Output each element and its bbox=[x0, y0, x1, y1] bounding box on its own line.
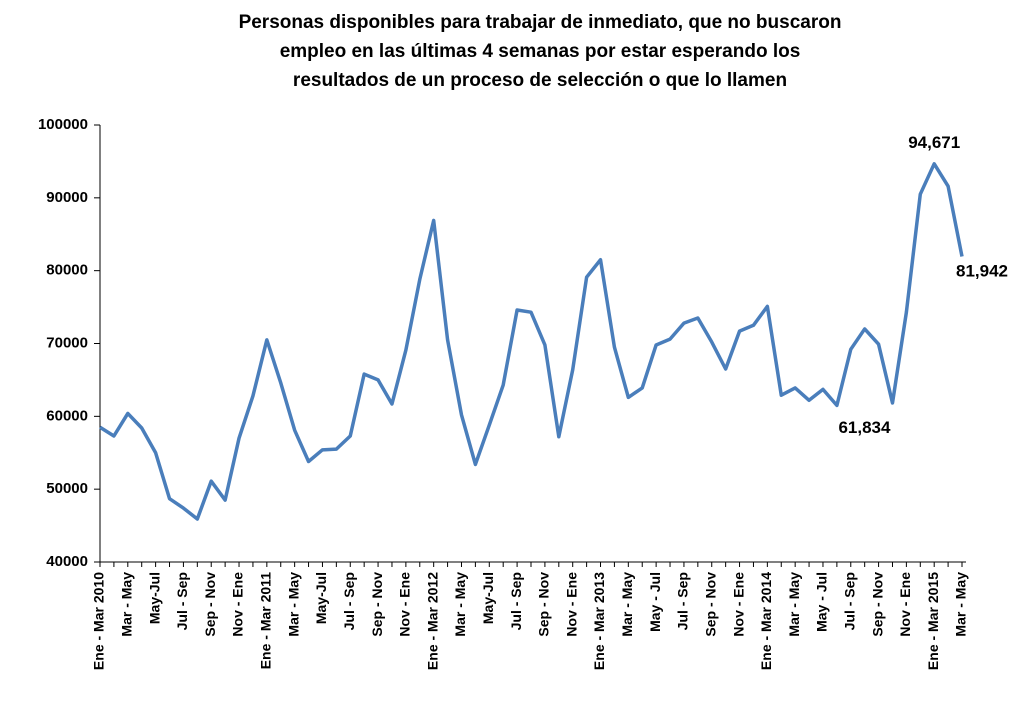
x-tick-label: Sep - Nov bbox=[369, 572, 385, 637]
chart-title-line: Personas disponibles para trabajar de in… bbox=[239, 12, 842, 33]
x-tick-label: Jul - Sep bbox=[341, 572, 357, 630]
y-tick-label: 90000 bbox=[46, 189, 88, 206]
x-tick-label: Ene - Mar 2012 bbox=[424, 572, 440, 670]
x-tick-label: Nov - Ene bbox=[230, 572, 246, 637]
x-tick-label: Nov - Ene bbox=[897, 572, 913, 637]
x-tick-label: Nov - Ene bbox=[730, 572, 746, 637]
y-tick-label: 60000 bbox=[46, 407, 88, 424]
x-tick-label: Mar - May bbox=[285, 572, 301, 637]
x-tick-label: Jul - Sep bbox=[174, 572, 190, 630]
x-tick-label: Ene - Mar 2010 bbox=[91, 572, 107, 670]
x-tick-label: Ene - Mar 2011 bbox=[258, 572, 274, 669]
x-tick-label: Nov - Ene bbox=[563, 572, 579, 637]
x-tick-label: Ene - Mar 2015 bbox=[925, 572, 941, 670]
x-tick-label: Ene - Mar 2013 bbox=[591, 572, 607, 670]
x-tick-label: Ene - Mar 2014 bbox=[758, 572, 774, 670]
x-tick-label: Jul - Sep bbox=[841, 572, 857, 630]
x-tick-label: Sep - Nov bbox=[869, 572, 885, 637]
x-tick-label: Jul - Sep bbox=[675, 572, 691, 630]
x-tick-label: Sep - Nov bbox=[702, 572, 718, 637]
x-tick-label: Nov - Ene bbox=[397, 572, 413, 637]
x-tick-label: May-Jul bbox=[313, 572, 329, 624]
chart-title-line: empleo en las últimas 4 semanas por esta… bbox=[280, 41, 801, 62]
x-tick-label: Sep - Nov bbox=[202, 572, 218, 637]
y-tick-label: 100000 bbox=[38, 116, 88, 133]
x-tick-label: Jul - Sep bbox=[508, 572, 524, 630]
x-tick-label: May-Jul bbox=[480, 572, 496, 624]
y-tick-label: 50000 bbox=[46, 480, 88, 497]
x-tick-label: Mar - May bbox=[786, 572, 802, 637]
x-tick-label: May - Jul bbox=[647, 572, 663, 632]
x-tick-label: Sep - Nov bbox=[536, 572, 552, 637]
y-tick-label: 80000 bbox=[46, 262, 88, 279]
x-tick-label: Mar - May bbox=[619, 572, 635, 637]
line-series bbox=[99, 162, 964, 521]
x-tick-label: Mar - May bbox=[953, 572, 969, 637]
x-tick-label: May - Jul bbox=[814, 572, 830, 632]
x-tick-label: May-Jul bbox=[146, 572, 162, 624]
chart-title-line: resultados de un proceso de selección o … bbox=[293, 70, 787, 91]
data-label: 94,671 bbox=[908, 133, 960, 152]
data-label: 61,834 bbox=[838, 418, 891, 437]
y-tick-label: 40000 bbox=[46, 553, 88, 570]
x-tick-label: Mar - May bbox=[452, 572, 468, 637]
y-tick-label: 70000 bbox=[46, 334, 88, 351]
data-label: 81,942 bbox=[956, 262, 1008, 281]
x-tick-label: Mar - May bbox=[119, 572, 135, 637]
